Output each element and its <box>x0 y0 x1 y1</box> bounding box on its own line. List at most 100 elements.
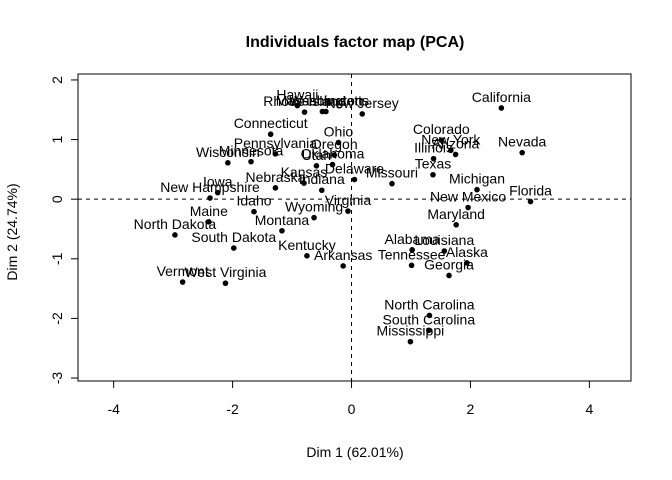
point-label: West Virginia <box>184 264 266 280</box>
data-point <box>301 109 308 115</box>
data-point <box>441 248 448 254</box>
point-label: North Dakota <box>134 216 217 232</box>
data-point <box>172 232 178 238</box>
data-point <box>272 185 279 191</box>
data-point <box>527 198 534 205</box>
data-point <box>304 253 310 259</box>
point-label: Kansas <box>281 164 328 180</box>
data-point <box>179 279 186 285</box>
data-point <box>248 158 254 165</box>
point-label: Vermont <box>157 263 209 279</box>
point-label: Maine <box>190 203 228 219</box>
point-label: Mississippi <box>377 323 445 339</box>
point-label: Indiana <box>299 171 345 187</box>
point-label: Arizona <box>432 135 480 151</box>
data-point <box>407 338 414 345</box>
data-point <box>267 131 274 138</box>
point-label: New York <box>421 131 481 147</box>
y-tick-label: 2 <box>49 76 65 84</box>
point-label: New Mexico <box>430 189 506 205</box>
point-label: Nebraska <box>245 169 305 185</box>
point-label: South Dakota <box>191 229 276 245</box>
data-point <box>519 149 525 156</box>
data-point <box>225 160 231 166</box>
data-point <box>301 180 307 186</box>
point-label: Oregon <box>311 136 358 152</box>
data-point <box>446 272 452 279</box>
point-label: Georgia <box>424 256 474 272</box>
point-label: Wisconsin <box>196 144 260 160</box>
point-label: Wyoming <box>285 199 343 215</box>
data-point <box>329 161 336 168</box>
y-tick-label: 0 <box>49 195 65 203</box>
data-point <box>207 195 213 201</box>
data-point <box>345 208 351 214</box>
y-tick-label: 1 <box>49 135 65 143</box>
point-label: Delaware <box>325 161 384 177</box>
x-ticks: -4 -2 0 2 4 <box>107 381 593 417</box>
data-point <box>438 137 445 143</box>
point-label: Massachusetts <box>276 93 369 109</box>
point-label: Utah <box>302 147 332 163</box>
data-point <box>359 111 366 117</box>
data-point <box>272 151 279 157</box>
data-point <box>340 263 347 269</box>
y-tick-label: -1 <box>49 252 65 265</box>
data-point <box>464 260 470 266</box>
point-label: Florida <box>509 183 552 199</box>
data-point <box>465 204 471 211</box>
point-label: Arkansas <box>314 247 372 263</box>
data-point <box>498 105 505 111</box>
chart-title: Individuals factor map (PCA) <box>246 34 465 51</box>
data-point <box>430 155 437 162</box>
x-axis-title: Dim 1 (62.01%) <box>306 444 403 460</box>
point-label: Minnesota <box>219 143 284 159</box>
data-point <box>323 108 329 115</box>
points-layer <box>172 102 534 345</box>
point-label: Louisiana <box>414 232 474 248</box>
point-label: Alaska <box>446 244 488 260</box>
point-label: South Carolina <box>383 311 476 327</box>
point-label: Tennessee <box>378 246 446 262</box>
y-ticks: -3 -2 -1 0 1 2 <box>49 76 78 384</box>
data-point <box>452 151 459 158</box>
data-point <box>313 163 320 169</box>
data-point <box>251 208 257 215</box>
point-label: Ohio <box>324 124 354 140</box>
point-label: Maryland <box>427 206 485 222</box>
point-label: Nevada <box>498 134 546 150</box>
point-label: North Carolina <box>384 296 474 312</box>
data-point <box>318 187 325 194</box>
point-label: Kentucky <box>278 237 336 253</box>
y-axis-title: Dim 2 (24.74%) <box>4 183 20 280</box>
data-point <box>279 227 285 234</box>
point-label: Pennsylvania <box>234 135 317 151</box>
reference-lines <box>78 74 631 381</box>
data-point <box>430 171 436 178</box>
data-point <box>453 222 459 228</box>
x-tick-label: 0 <box>348 401 356 417</box>
data-point <box>389 180 395 187</box>
point-label: Missouri <box>366 165 418 181</box>
point-label: Michigan <box>449 171 505 187</box>
data-point <box>214 189 221 196</box>
x-tick-label: 4 <box>585 401 593 417</box>
data-point <box>311 214 317 221</box>
x-tick-label: 2 <box>467 401 475 417</box>
data-point <box>426 327 432 334</box>
labels-layer: AlabamaAlaskaArizonaArkansasCaliforniaCo… <box>134 87 552 339</box>
point-label: New Jersey <box>326 95 399 111</box>
point-label: Virginia <box>325 192 372 208</box>
point-label: Montana <box>255 212 310 228</box>
y-tick-label: -2 <box>49 312 65 325</box>
point-label: Texas <box>415 156 452 172</box>
data-point <box>448 147 454 154</box>
data-point <box>206 219 212 225</box>
data-point <box>351 176 358 183</box>
point-label: Washington <box>289 93 362 109</box>
x-tick-label: -2 <box>226 401 239 417</box>
point-label: Colorado <box>413 121 470 137</box>
data-point <box>230 245 237 251</box>
